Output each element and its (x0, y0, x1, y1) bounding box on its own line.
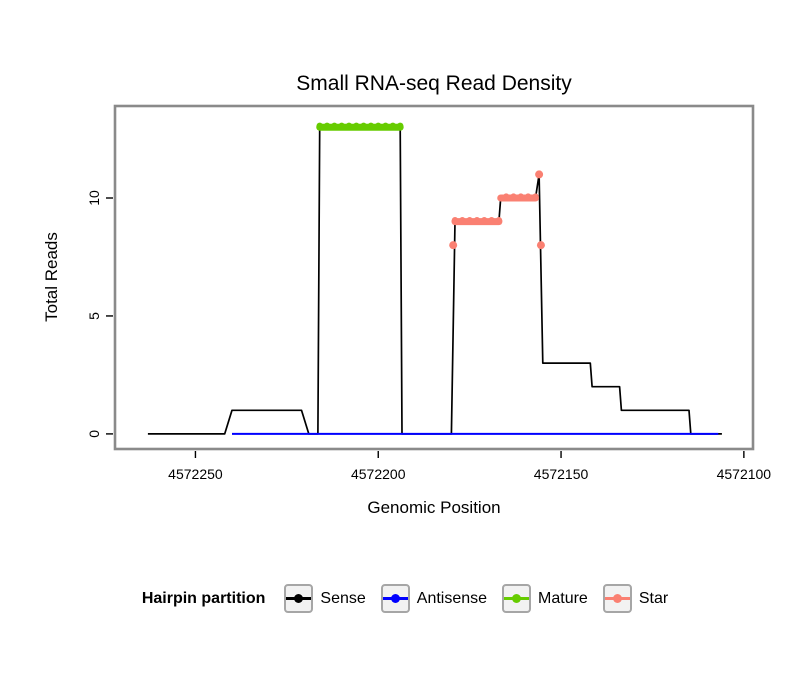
x-axis-tick-label: 4572200 (351, 466, 406, 482)
y-axis-tick-label: 0 (86, 430, 102, 438)
plot-background (115, 106, 753, 449)
legend-label-star: Star (638, 589, 669, 607)
legend-item-star: Star (602, 584, 669, 613)
legend-item-antisense: Antisense (380, 584, 488, 613)
y-axis-tick-label: 10 (86, 190, 102, 206)
read-density-plot: 4572250 4572200 4572150 4572100 0 5 10 Small … (42, 72, 771, 517)
legend-label-mature: Mature (538, 589, 588, 607)
y-axis: 0 5 10 (86, 190, 113, 438)
legend-label-sense: Sense (320, 589, 366, 607)
legend-item-mature: Mature (502, 584, 588, 613)
marker-star (535, 170, 544, 179)
segment-star (497, 193, 539, 202)
legend-title: Hairpin partition (141, 589, 266, 607)
legend-key-star-icon (602, 584, 632, 613)
legend-key-mature-icon (502, 584, 532, 613)
legend-key-sense-icon (284, 584, 314, 613)
x-axis: 4572250 4572200 4572150 4572100 (168, 451, 771, 482)
plot-content (147, 122, 722, 435)
x-axis-title: Genomic Position (367, 498, 500, 517)
chart-title: Small RNA-seq Read Density (296, 72, 572, 95)
x-axis-tick-label: 4572250 (168, 466, 223, 482)
segment-star (451, 216, 503, 226)
x-axis-tick-label: 4572100 (717, 466, 772, 482)
marker-star (449, 241, 458, 250)
segment-mature (316, 122, 404, 131)
legend-key-antisense-icon (380, 584, 410, 613)
y-axis-tick-label: 5 (86, 312, 102, 320)
plot-border (113, 104, 755, 451)
x-axis-tick-label: 4572150 (534, 466, 589, 482)
legend: Hairpin partition Sense Antisense Mature… (0, 584, 810, 613)
marker-star (536, 241, 545, 250)
y-axis-title: Total Reads (42, 232, 61, 322)
legend-label-antisense: Antisense (416, 589, 488, 607)
legend-item-sense: Sense (284, 584, 366, 613)
